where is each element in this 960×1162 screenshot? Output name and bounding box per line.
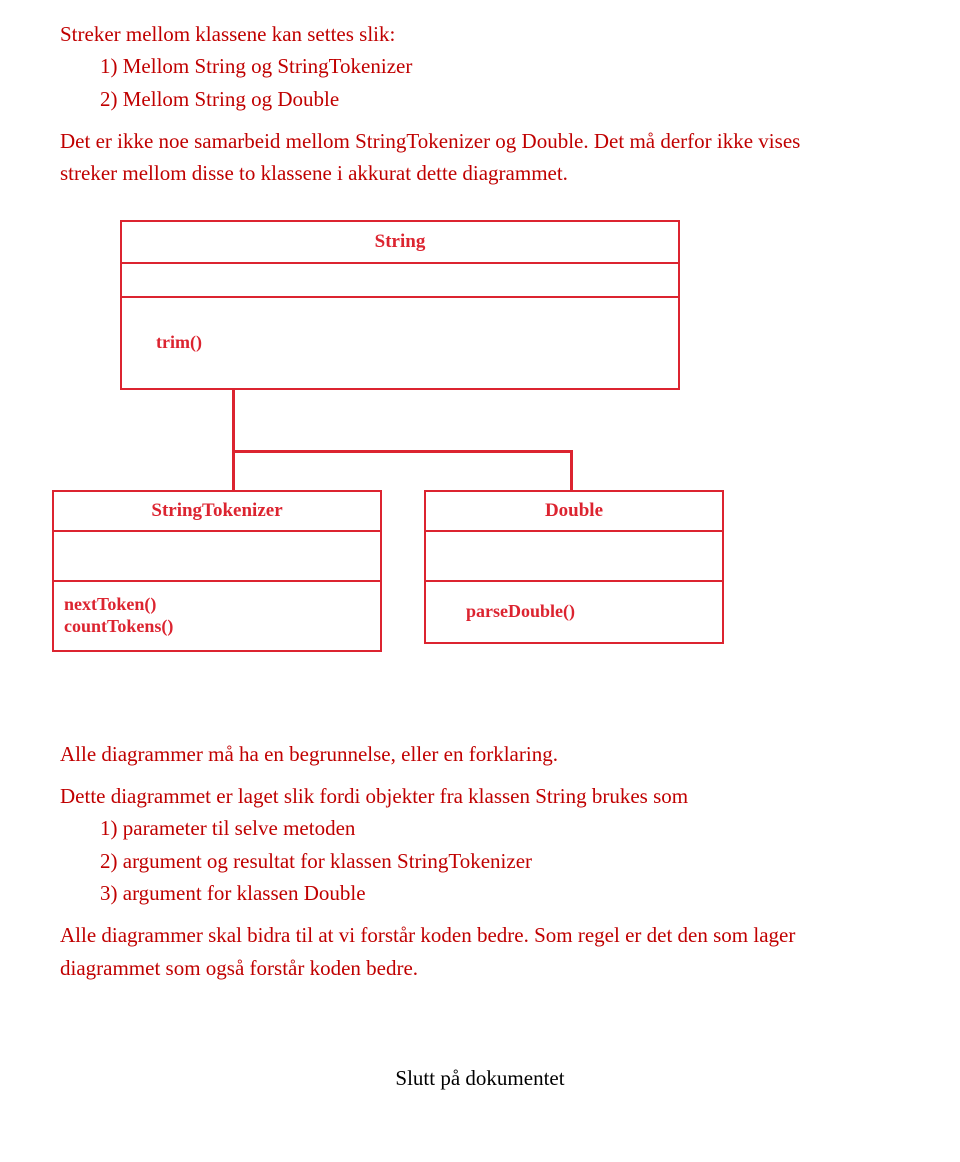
uml-class-string: String trim() bbox=[120, 220, 680, 390]
uml-methods-double: parseDouble() bbox=[424, 582, 724, 644]
connector-vertical-left bbox=[232, 450, 235, 490]
uml-attr-tokenizer bbox=[52, 532, 382, 582]
uml-methods-string: trim() bbox=[120, 298, 680, 390]
intro-item-2: 2) Mellom String og Double bbox=[60, 85, 900, 113]
uml-title-tokenizer: StringTokenizer bbox=[151, 500, 282, 522]
uml-header-double: Double bbox=[424, 490, 724, 532]
connector-vertical-right bbox=[570, 450, 573, 490]
after-p1: Alle diagrammer må ha en begrunnelse, el… bbox=[60, 740, 900, 768]
uml-title-string: String bbox=[375, 231, 426, 253]
footer-text: Slutt på dokumentet bbox=[60, 1066, 900, 1091]
uml-method-parsedouble: parseDouble() bbox=[466, 601, 575, 623]
uml-method-nexttoken: nextToken() bbox=[64, 594, 156, 616]
connector-vertical-main bbox=[232, 390, 235, 450]
page: Streker mellom klassene kan settes slik:… bbox=[0, 0, 960, 1131]
uml-title-double: Double bbox=[545, 500, 603, 522]
after-p2: Dette diagrammet er laget slik fordi obj… bbox=[60, 782, 900, 810]
uml-method-counttokens: countTokens() bbox=[64, 616, 173, 638]
uml-methods-tokenizer: nextToken() countTokens() bbox=[52, 582, 382, 652]
intro-heading: Streker mellom klassene kan settes slik: bbox=[60, 20, 900, 48]
uml-class-tokenizer: StringTokenizer nextToken() countTokens(… bbox=[52, 490, 382, 652]
uml-class-double: Double parseDouble() bbox=[424, 490, 724, 644]
uml-attr-string bbox=[120, 264, 680, 298]
uml-diagram: String trim() StringTokenizer nextToken(… bbox=[52, 220, 752, 740]
uml-method-trim: trim() bbox=[156, 332, 202, 354]
after-p3b: diagrammet som også forstår koden bedre. bbox=[60, 954, 900, 982]
after-p3a: Alle diagrammer skal bidra til at vi for… bbox=[60, 921, 900, 949]
uml-attr-double bbox=[424, 532, 724, 582]
uml-header-string: String bbox=[120, 220, 680, 264]
connector-horizontal bbox=[232, 450, 572, 453]
uml-header-tokenizer: StringTokenizer bbox=[52, 490, 382, 532]
intro-p2b: streker mellom disse to klassene i akkur… bbox=[60, 159, 900, 187]
after-item-3: 3) argument for klassen Double bbox=[60, 879, 900, 907]
intro-item-1: 1) Mellom String og StringTokenizer bbox=[60, 52, 900, 80]
intro-p2a: Det er ikke noe samarbeid mellom StringT… bbox=[60, 127, 900, 155]
after-item-1: 1) parameter til selve metoden bbox=[60, 814, 900, 842]
after-item-2: 2) argument og resultat for klassen Stri… bbox=[60, 847, 900, 875]
